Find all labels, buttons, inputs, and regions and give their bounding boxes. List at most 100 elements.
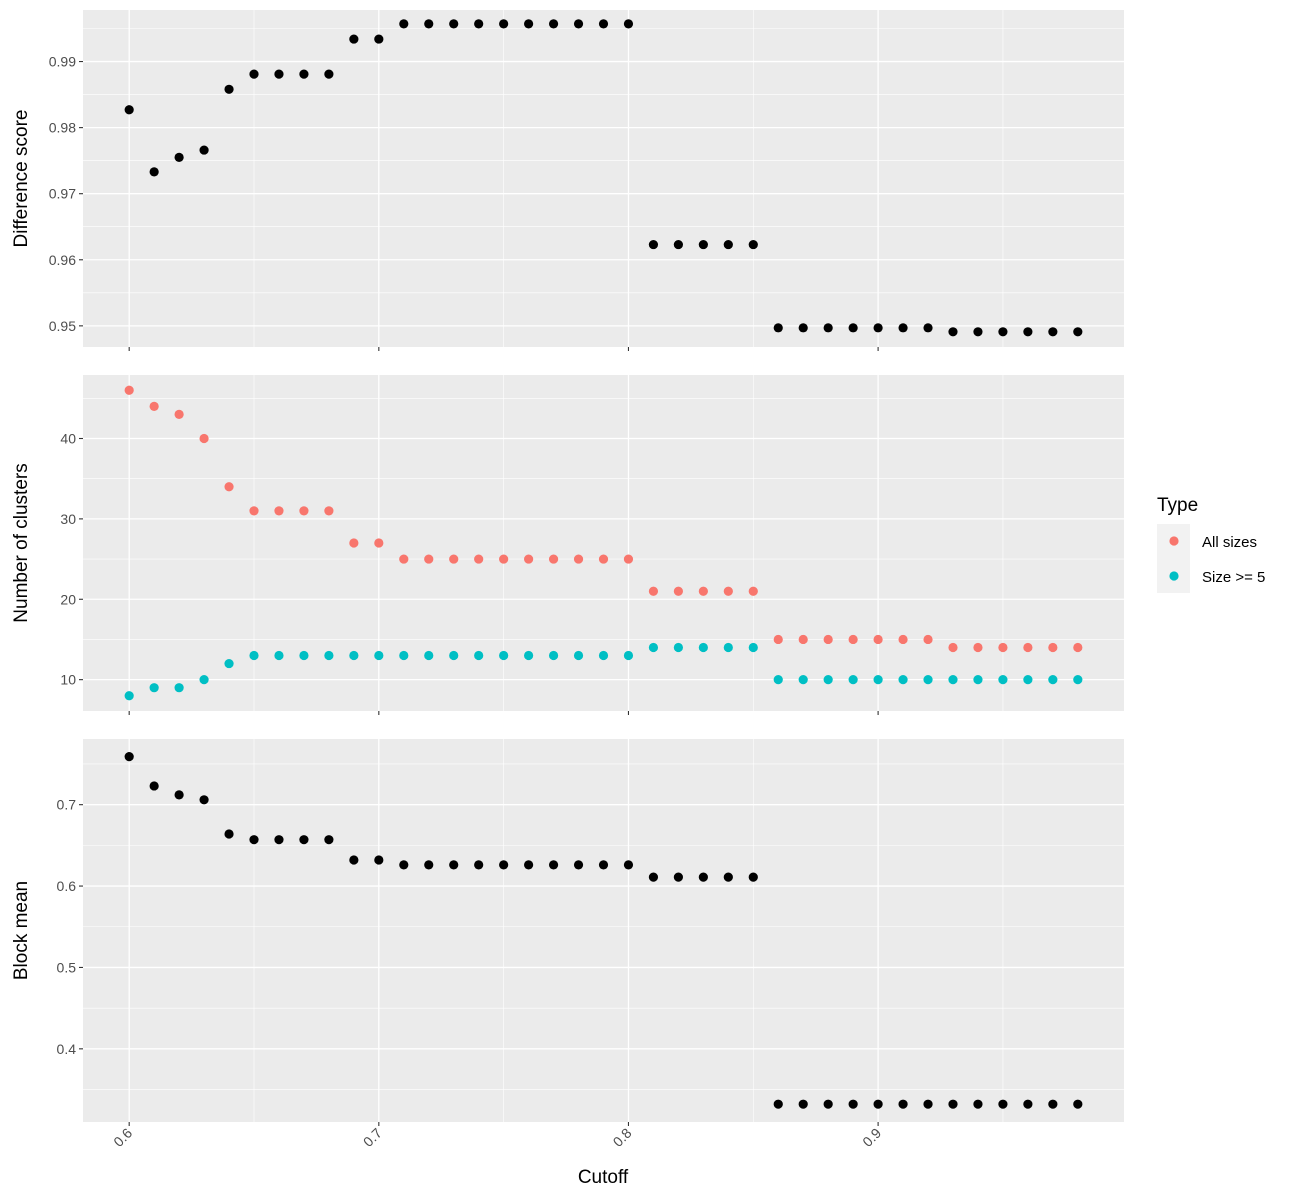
- data-point: [524, 19, 534, 29]
- data-point: [224, 829, 234, 839]
- data-point: [673, 239, 683, 250]
- data-point: [349, 34, 359, 44]
- data-point: [973, 1099, 983, 1109]
- data-point: [199, 795, 209, 805]
- data-point: [324, 835, 334, 845]
- data-point: [174, 683, 184, 693]
- x-axis-title: Cutoff: [578, 1167, 629, 1188]
- data-point: [374, 538, 384, 548]
- data-point: [748, 642, 758, 653]
- data-point: [249, 69, 259, 79]
- panel-background: [83, 375, 1124, 711]
- x-tick-label: 0.9: [859, 1125, 884, 1150]
- data-point: [923, 323, 933, 333]
- data-point: [124, 105, 134, 115]
- data-point: [948, 1099, 958, 1109]
- data-point: [124, 752, 134, 762]
- data-point: [324, 650, 334, 661]
- legend: Type All sizes Size >= 5: [1157, 495, 1265, 593]
- data-point: [623, 19, 634, 29]
- data-point: [474, 860, 484, 870]
- data-point: [648, 586, 659, 596]
- data-point: [948, 642, 958, 653]
- data-point: [698, 872, 708, 882]
- data-point: [499, 19, 509, 29]
- series-all-sizes: [124, 385, 1083, 653]
- data-point: [449, 860, 459, 870]
- data-point: [274, 506, 284, 516]
- data-point: [548, 650, 559, 661]
- y-tick-label: 0.95: [49, 318, 76, 334]
- data-point: [973, 327, 983, 337]
- data-point: [1073, 675, 1083, 685]
- data-point: [623, 650, 634, 661]
- x-tick-label: 0.7: [360, 1125, 385, 1150]
- y-tick-label: 0.4: [57, 1041, 77, 1057]
- data-point: [1023, 675, 1033, 685]
- data-point: [598, 19, 609, 29]
- y-tick-label: 0.7: [57, 797, 77, 813]
- data-point: [274, 650, 284, 661]
- data-point: [848, 323, 858, 333]
- data-point: [524, 650, 534, 661]
- data-point: [923, 634, 933, 645]
- data-point: [548, 19, 559, 29]
- data-point: [249, 650, 259, 661]
- data-point: [898, 634, 908, 645]
- data-point: [623, 554, 634, 564]
- data-point: [798, 323, 808, 333]
- data-point: [149, 167, 159, 177]
- data-point: [524, 554, 534, 564]
- data-point: [848, 1099, 858, 1109]
- data-point: [923, 675, 933, 685]
- data-point: [1023, 327, 1033, 337]
- data-point: [149, 683, 159, 693]
- data-point: [424, 860, 434, 870]
- data-point: [324, 69, 334, 79]
- data-point: [1048, 642, 1058, 653]
- data-point: [424, 19, 434, 29]
- data-point: [723, 872, 733, 882]
- data-point: [399, 554, 409, 564]
- data-point: [224, 482, 234, 492]
- x-tick-label: 0.6: [110, 1125, 135, 1150]
- data-point: [224, 658, 234, 669]
- data-point: [923, 1099, 933, 1109]
- data-point: [1073, 642, 1083, 653]
- data-point: [299, 835, 309, 845]
- data-point: [998, 327, 1008, 337]
- data-point: [698, 642, 708, 653]
- data-point: [948, 675, 958, 685]
- y-tick-label: 10: [60, 672, 76, 688]
- data-point: [499, 860, 509, 870]
- data-point: [723, 642, 733, 653]
- y-tick-label: 30: [60, 511, 76, 527]
- legend-title: Type: [1157, 495, 1198, 516]
- data-point: [973, 675, 983, 685]
- data-point: [174, 409, 184, 419]
- data-point: [698, 239, 708, 250]
- y-axis-title: Block mean: [11, 881, 32, 980]
- data-point: [124, 691, 134, 701]
- data-point: [299, 650, 309, 661]
- data-point: [748, 239, 758, 250]
- panel-1: 0.95 0.96 0.97 0.98 0.99 Difference score: [11, 10, 1124, 351]
- data-point: [174, 152, 184, 162]
- data-point: [573, 650, 584, 661]
- panel-background: [83, 10, 1124, 347]
- y-tick-label: 0.6: [57, 878, 77, 894]
- data-point: [823, 1099, 833, 1109]
- data-point: [424, 554, 434, 564]
- data-point: [998, 1099, 1008, 1109]
- data-point: [873, 1099, 883, 1109]
- data-point: [573, 860, 584, 870]
- series-1: [124, 19, 1083, 337]
- data-point: [698, 586, 708, 596]
- data-point: [848, 675, 858, 685]
- data-point: [1073, 327, 1083, 337]
- x-tick-label: 0.8: [610, 1125, 635, 1150]
- data-point: [798, 675, 808, 685]
- data-point: [898, 675, 908, 685]
- y-tick-label: 20: [60, 591, 76, 607]
